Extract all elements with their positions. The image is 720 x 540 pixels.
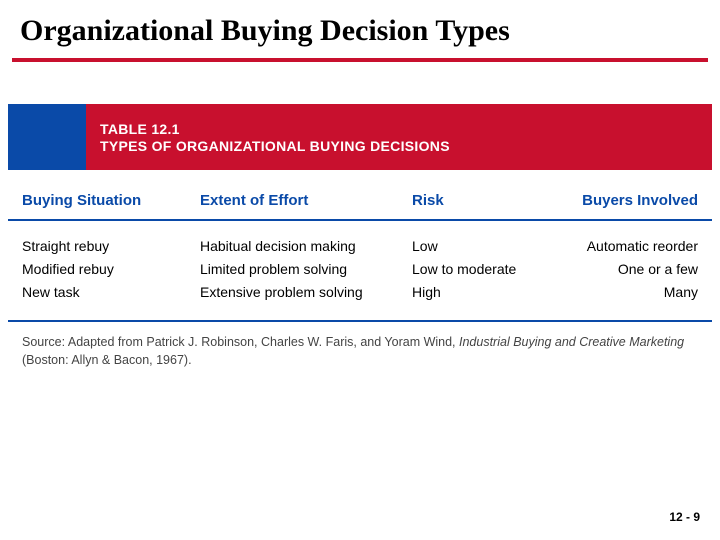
table-container: TABLE 12.1 TYPES OF ORGANIZATIONAL BUYIN… bbox=[8, 104, 712, 369]
table-body: Straight rebuy Habitual decision making … bbox=[8, 221, 712, 322]
table-cell: Straight rebuy bbox=[22, 235, 200, 258]
table-cell: Low bbox=[412, 235, 550, 258]
table-header-left-block bbox=[8, 104, 86, 170]
table-row: New task Extensive problem solving High … bbox=[22, 281, 698, 304]
page-number: 12 - 9 bbox=[669, 510, 700, 524]
table-row: Modified rebuy Limited problem solving L… bbox=[22, 258, 698, 281]
table-cell: Automatic reorder bbox=[550, 235, 698, 258]
table-cell: New task bbox=[22, 281, 200, 304]
table-cell: Habitual decision making bbox=[200, 235, 412, 258]
table-cell: Many bbox=[550, 281, 698, 304]
table-cell: One or a few bbox=[550, 258, 698, 281]
table-column-headers: Buying Situation Extent of Effort Risk B… bbox=[8, 170, 712, 221]
column-header: Buyers Involved bbox=[550, 192, 698, 209]
column-header: Risk bbox=[412, 192, 550, 209]
table-cell: Limited problem solving bbox=[200, 258, 412, 281]
table-header-bar: TABLE 12.1 TYPES OF ORGANIZATIONAL BUYIN… bbox=[8, 104, 712, 170]
table-cell: Low to moderate bbox=[412, 258, 550, 281]
column-header: Extent of Effort bbox=[200, 192, 412, 209]
source-italic-title: Industrial Buying and Creative Marketing bbox=[459, 335, 684, 349]
table-header-right-block: TABLE 12.1 TYPES OF ORGANIZATIONAL BUYIN… bbox=[86, 104, 712, 170]
table-caption: TYPES OF ORGANIZATIONAL BUYING DECISIONS bbox=[100, 138, 698, 156]
source-citation: Source: Adapted from Patrick J. Robinson… bbox=[8, 322, 712, 369]
table-cell: Extensive problem solving bbox=[200, 281, 412, 304]
table-cell: High bbox=[412, 281, 550, 304]
title-underline bbox=[12, 58, 708, 62]
table-row: Straight rebuy Habitual decision making … bbox=[22, 235, 698, 258]
source-prefix: Source: Adapted from Patrick J. Robinson… bbox=[22, 335, 459, 349]
table-number-label: TABLE 12.1 bbox=[100, 121, 698, 139]
table-cell: Modified rebuy bbox=[22, 258, 200, 281]
column-header: Buying Situation bbox=[22, 192, 200, 209]
source-suffix: (Boston: Allyn & Bacon, 1967). bbox=[22, 353, 192, 367]
slide-title: Organizational Buying Decision Types bbox=[0, 0, 720, 58]
